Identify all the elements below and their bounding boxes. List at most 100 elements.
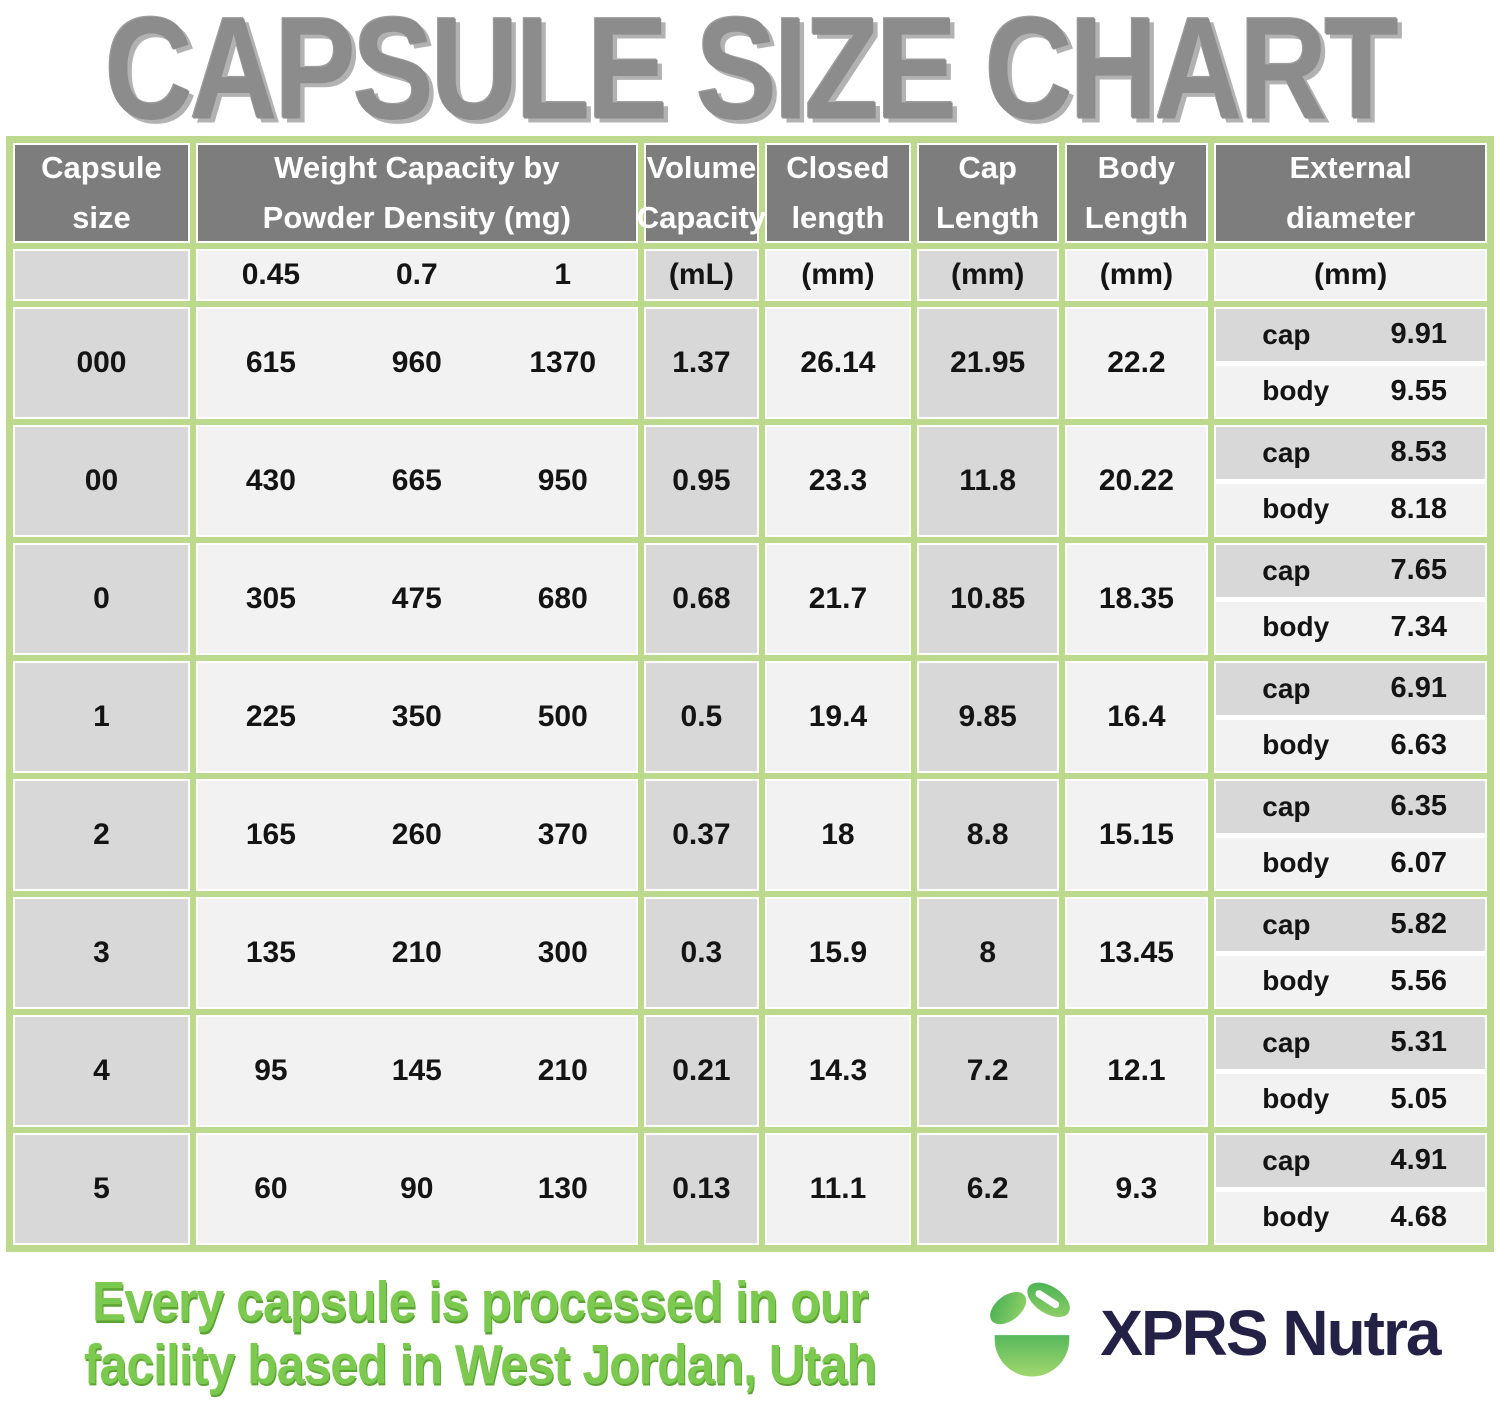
cell-body-length: 20.22 — [1064, 425, 1209, 537]
cell-cap-length: 11.8 — [916, 425, 1059, 537]
cell-weight-capacity: 225 350 500 — [195, 661, 638, 773]
body-label: body — [1262, 847, 1330, 879]
header-label: Powder Density (mg) — [262, 200, 571, 235]
weight-value: 260 — [391, 818, 442, 851]
weight-value: 135 — [245, 936, 296, 969]
density-value: 0.7 — [395, 258, 438, 291]
cell-external-diameter: cap 6.35 body 6.07 — [1214, 779, 1487, 891]
cap-label: cap — [1262, 672, 1311, 704]
cell-capsule-size: 3 — [13, 897, 190, 1009]
cell-capsule-size: 5 — [13, 1133, 190, 1245]
cell-weight-capacity: 95 145 210 — [195, 1015, 638, 1127]
external-body-band: body 5.56 — [1216, 955, 1485, 1007]
cell-cap-length: 21.95 — [916, 307, 1059, 419]
body-diameter: 7.34 — [1390, 610, 1447, 643]
page-title: CAPSULE SIZE CHART — [104, 0, 1399, 150]
body-diameter: 6.63 — [1390, 728, 1447, 761]
body-label: body — [1262, 1083, 1330, 1115]
cell-volume: 0.37 — [643, 779, 760, 891]
weight-value: 165 — [245, 818, 296, 851]
units-weight-densities: 0.45 0.7 1 — [195, 249, 638, 301]
cell-capsule-size: 4 — [13, 1015, 190, 1127]
weight-value: 90 — [400, 1172, 434, 1205]
cap-label: cap — [1262, 436, 1311, 468]
cell-volume: 0.3 — [643, 897, 760, 1009]
cell-volume: 0.13 — [643, 1133, 760, 1245]
external-body-band: body 8.18 — [1216, 483, 1485, 535]
cap-diameter: 7.65 — [1390, 554, 1447, 587]
body-label: body — [1262, 611, 1330, 643]
cell-closed-length: 21.7 — [765, 543, 911, 655]
body-diameter: 5.05 — [1390, 1082, 1447, 1115]
footer: Every capsule is processed in our facili… — [0, 1252, 1500, 1414]
cell-closed-length: 11.1 — [765, 1133, 911, 1245]
cell-weight-capacity: 615 960 1370 — [195, 307, 638, 419]
cap-diameter: 5.82 — [1390, 908, 1447, 941]
weight-value: 130 — [537, 1172, 588, 1205]
cell-cap-length: 8.8 — [916, 779, 1059, 891]
cell-body-length: 16.4 — [1064, 661, 1209, 773]
cell-body-length: 13.45 — [1064, 897, 1209, 1009]
external-cap-band: cap 5.82 — [1216, 899, 1485, 951]
cell-cap-length: 8 — [916, 897, 1059, 1009]
external-cap-band: cap 9.91 — [1216, 309, 1485, 361]
tagline-line-1: Every capsule is processed in our — [92, 1270, 869, 1333]
external-cap-band: cap 8.53 — [1216, 427, 1485, 479]
header-label: Body — [1097, 149, 1176, 185]
cap-diameter: 6.35 — [1390, 790, 1447, 823]
cell-closed-length: 26.14 — [765, 307, 911, 419]
density-value: 0.45 — [241, 258, 301, 291]
units-external-diameter: (mm) — [1214, 249, 1487, 301]
cell-closed-length: 18 — [765, 779, 911, 891]
cell-body-length: 18.35 — [1064, 543, 1209, 655]
cell-weight-capacity: 60 90 130 — [195, 1133, 638, 1245]
external-cap-band: cap 7.65 — [1216, 545, 1485, 597]
weight-value: 960 — [391, 346, 442, 379]
external-body-band: body 5.05 — [1216, 1073, 1485, 1125]
col-header-body-length: Body Length — [1064, 143, 1209, 243]
cell-external-diameter: cap 7.65 body 7.34 — [1214, 543, 1487, 655]
cell-volume: 0.95 — [643, 425, 760, 537]
cap-diameter: 9.91 — [1390, 318, 1447, 351]
cell-capsule-size: 2 — [13, 779, 190, 891]
units-cap-length: (mm) — [916, 249, 1059, 301]
cap-label: cap — [1262, 790, 1311, 822]
cap-diameter: 6.91 — [1390, 672, 1447, 705]
weight-value: 95 — [254, 1054, 288, 1087]
cell-volume: 0.68 — [643, 543, 760, 655]
cell-cap-length: 6.2 — [916, 1133, 1059, 1245]
weight-value: 370 — [537, 818, 588, 851]
units-capsule-size-empty — [13, 249, 190, 301]
external-body-band: body 7.34 — [1216, 601, 1485, 653]
external-body-band: body 6.63 — [1216, 719, 1485, 771]
weight-value: 475 — [391, 582, 442, 615]
header-label: Length — [1084, 200, 1189, 235]
cell-weight-capacity: 135 210 300 — [195, 897, 638, 1009]
cap-label: cap — [1262, 1144, 1311, 1176]
cell-cap-length: 10.85 — [916, 543, 1059, 655]
col-header-cap-length: Cap Length — [916, 143, 1059, 243]
cell-weight-capacity: 305 475 680 — [195, 543, 638, 655]
weight-value: 680 — [537, 582, 588, 615]
cap-label: cap — [1262, 318, 1311, 350]
cap-diameter: 5.31 — [1390, 1026, 1447, 1059]
cap-diameter: 8.53 — [1390, 436, 1447, 469]
body-diameter: 8.18 — [1390, 492, 1447, 525]
header-label: Cap — [958, 149, 1017, 185]
title-bar: CAPSULE SIZE CHART — [0, 0, 1500, 149]
weight-value: 210 — [391, 936, 442, 969]
cell-external-diameter: cap 9.91 body 9.55 — [1214, 307, 1487, 419]
weight-value: 300 — [537, 936, 588, 969]
tagline-line-2: facility based in West Jordan, Utah — [83, 1333, 877, 1396]
plant-bowl-icon — [990, 1282, 1071, 1377]
col-header-closed-length: Closed length — [765, 143, 911, 243]
body-label: body — [1262, 729, 1330, 761]
weight-value: 225 — [245, 700, 296, 733]
cell-external-diameter: cap 6.91 body 6.63 — [1214, 661, 1487, 773]
cell-volume: 0.5 — [643, 661, 760, 773]
body-diameter: 9.55 — [1390, 374, 1447, 407]
cap-diameter: 4.91 — [1390, 1144, 1447, 1177]
external-body-band: body 9.55 — [1216, 365, 1485, 417]
cell-capsule-size: 1 — [13, 661, 190, 773]
weight-value: 665 — [391, 464, 442, 497]
